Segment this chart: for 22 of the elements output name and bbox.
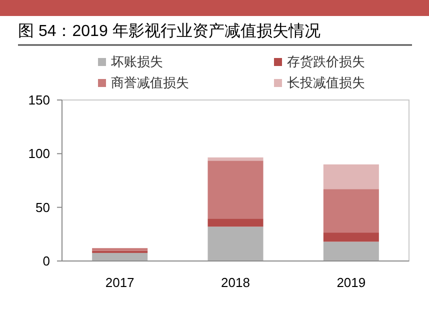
bar bbox=[323, 164, 379, 190]
bar bbox=[208, 226, 264, 261]
bar bbox=[92, 248, 148, 251]
y-tick-label: 0 bbox=[42, 254, 50, 269]
bar bbox=[323, 242, 379, 261]
bar bbox=[208, 160, 264, 219]
y-tick-label: 50 bbox=[36, 200, 50, 215]
x-tick-label: 2018 bbox=[221, 275, 250, 290]
x-tick-label: 2017 bbox=[105, 275, 134, 290]
legend-label: 存货跌价损失 bbox=[287, 54, 365, 69]
y-tick-label: 100 bbox=[28, 146, 50, 162]
bar bbox=[208, 218, 264, 227]
bar bbox=[208, 157, 264, 161]
bar bbox=[323, 232, 379, 242]
chart-title: 图 54：2019 年影视行业资产减值损失情况 bbox=[18, 22, 320, 40]
legend-label: 坏账损失 bbox=[110, 54, 163, 69]
legend-label: 长投减值损失 bbox=[287, 75, 365, 90]
legend-label: 商誉减值损失 bbox=[111, 75, 189, 90]
bar bbox=[92, 252, 148, 261]
bar bbox=[323, 189, 379, 233]
x-tick-label: 2019 bbox=[336, 275, 366, 290]
y-tick-label: 150 bbox=[28, 92, 50, 108]
